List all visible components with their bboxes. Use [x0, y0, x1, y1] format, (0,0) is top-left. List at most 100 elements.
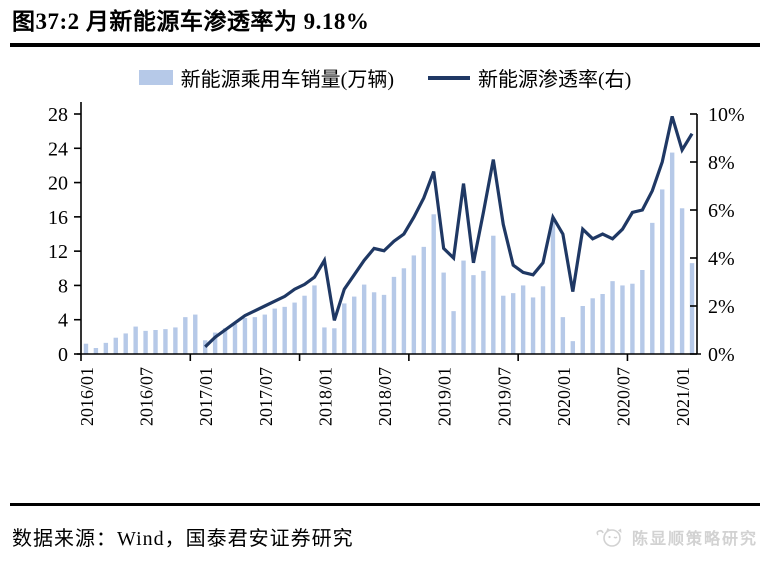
- sales-bar: [600, 294, 605, 354]
- figure-title: 图37:2 月新能源车渗透率为 9.18%: [12, 9, 370, 34]
- sales-bar: [193, 314, 198, 354]
- sales-bar: [689, 263, 695, 354]
- sales-bar: [630, 283, 635, 354]
- chart-legend: 新能源乘用车销量(万辆) 新能源渗透率(右): [0, 63, 770, 92]
- y-right-tick-label: 10%: [708, 104, 745, 126]
- sales-bar: [272, 308, 277, 354]
- sales-bar: [501, 295, 506, 354]
- sales-bar: [441, 272, 446, 354]
- axes-group: [74, 102, 701, 361]
- x-labels-group: 2016/01 2016/07 2017/01 2017/07 2018/01 2018/…: [77, 367, 693, 426]
- sales-bar: [282, 306, 287, 354]
- sales-bar: [530, 297, 536, 354]
- y-left-tick-label: 16: [48, 207, 68, 229]
- sales-bar: [212, 332, 218, 354]
- bars-group: [83, 152, 695, 354]
- x-tick-label: 2019/07: [494, 367, 514, 426]
- sales-bar: [153, 330, 158, 354]
- sales-bar: [83, 343, 89, 354]
- y-left-tick-label: 24: [48, 138, 68, 160]
- sales-bar: [451, 311, 456, 354]
- sales-bar: [361, 284, 367, 354]
- x-tick-label: 2016/07: [137, 367, 157, 426]
- penetration-line: [204, 115, 694, 348]
- sales-bar: [431, 214, 436, 354]
- y-left-tick-label: 0: [58, 344, 68, 366]
- sales-bar: [232, 324, 238, 354]
- combo-chart: 0 4 8 12 16 20 24 28 0% 2% 4% 6% 8% 10% 2016/01 2016/07…: [48, 102, 745, 426]
- legend-item-penetration: 新能源渗透率(右): [428, 63, 631, 92]
- sales-bar: [371, 292, 377, 354]
- y-right-tick-label: 2%: [708, 296, 735, 318]
- y-left-tick-label: 28: [48, 104, 68, 126]
- sales-bar: [391, 276, 397, 354]
- sales-bar: [520, 285, 526, 354]
- chart-area: 0 4 8 12 16 20 24 28 0% 2% 4% 6% 8% 10% 2016/01 2016/07…: [0, 94, 770, 471]
- sales-bar: [143, 330, 148, 354]
- y-right-tick-label: 8%: [708, 152, 735, 174]
- data-source-text: 数据来源：Wind，国泰君安证券研究: [12, 528, 354, 550]
- sales-bar: [669, 152, 675, 354]
- sales-bar: [123, 333, 128, 354]
- sales-bar: [550, 217, 556, 354]
- x-tick-label: 2018/01: [315, 367, 335, 426]
- legend-line-swatch: [428, 75, 470, 80]
- brand-logo-icon: [596, 527, 622, 547]
- title-block: 图37:2 月新能源车渗透率为 9.18%: [10, 6, 760, 47]
- sales-bar: [481, 270, 486, 354]
- sales-bar: [183, 317, 188, 354]
- sales-bar: [590, 298, 595, 354]
- sales-bar: [322, 327, 327, 354]
- sales-bar: [620, 285, 625, 354]
- sales-bar: [679, 208, 685, 354]
- sales-bar: [510, 293, 516, 354]
- x-tick-label: 2019/01: [435, 367, 455, 426]
- x-tick-label: 2017/07: [256, 367, 276, 426]
- watermark: 陈显顺策略研究: [595, 525, 758, 549]
- sales-bar: [580, 306, 585, 354]
- sales-bar: [461, 260, 466, 354]
- sales-bar: [222, 328, 228, 354]
- y-left-tick-label: 12: [48, 241, 68, 263]
- sales-bar: [570, 341, 576, 354]
- watermark-text: 陈显顺策略研究: [631, 530, 758, 548]
- y-right-tick-label: 0%: [708, 344, 735, 366]
- legend-sales-label: 新能源乘用车销量(万辆): [180, 69, 394, 91]
- sales-bar: [421, 246, 426, 354]
- y-right-tick-label: 6%: [708, 200, 735, 222]
- sales-bar: [610, 281, 615, 354]
- sales-bar: [113, 337, 118, 354]
- x-tick-label: 2018/07: [375, 367, 395, 426]
- sales-bar: [660, 189, 665, 354]
- sales-bar: [381, 294, 387, 354]
- x-tick-label: 2020/07: [613, 367, 633, 426]
- sales-bar: [262, 314, 268, 354]
- sales-bar: [540, 286, 546, 354]
- x-tick-label: 2020/01: [554, 367, 574, 426]
- legend-penetration-label: 新能源渗透率(右): [478, 69, 632, 91]
- x-tick-label: 2017/01: [196, 367, 216, 426]
- sales-bar: [312, 285, 317, 354]
- sales-bar: [302, 295, 307, 354]
- sales-bar: [342, 303, 347, 354]
- sales-bar: [202, 340, 208, 354]
- sales-bar: [292, 302, 297, 354]
- legend-item-sales: 新能源乘用车销量(万辆): [138, 63, 394, 92]
- sales-bar: [332, 328, 337, 354]
- sales-bar: [560, 317, 566, 354]
- x-tick-label: 2021/01: [673, 367, 693, 426]
- y-right-tick-label: 4%: [708, 248, 735, 270]
- sales-bar: [352, 296, 357, 354]
- sales-bar: [411, 255, 417, 354]
- y-left-tick-label: 8: [58, 275, 68, 297]
- footer: 数据来源：Wind，国泰君安证券研究 陈显顺策略研究: [10, 503, 760, 569]
- sales-bar: [242, 318, 248, 354]
- y-left-tick-label: 20: [48, 173, 68, 195]
- x-tick-label: 2016/01: [77, 367, 97, 426]
- sales-bar: [173, 327, 178, 354]
- sales-bar: [103, 342, 109, 354]
- sales-bar: [650, 222, 655, 354]
- y-left-tick-label: 4: [58, 310, 68, 332]
- sales-bar: [252, 317, 258, 354]
